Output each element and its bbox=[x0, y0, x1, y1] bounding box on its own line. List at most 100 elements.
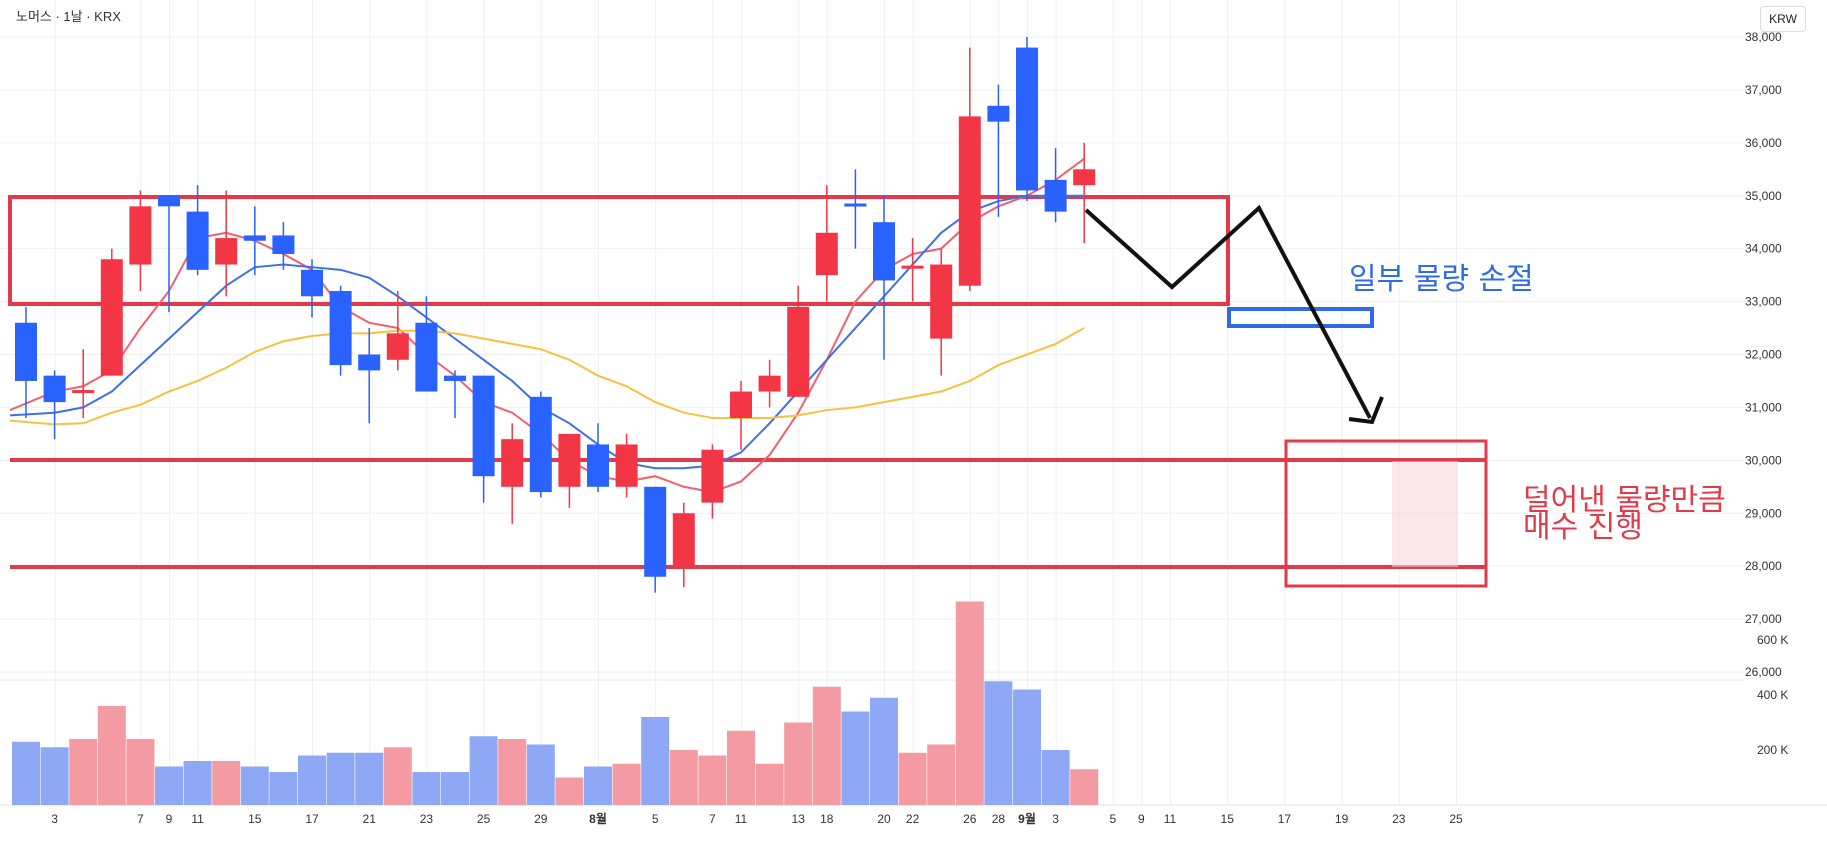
volume-tick-label: 600 K bbox=[1757, 633, 1788, 647]
volume-bar bbox=[126, 739, 155, 805]
price-tick-label: 38,000 bbox=[1745, 30, 1782, 44]
volume-bar bbox=[755, 763, 784, 805]
volume-bar bbox=[69, 739, 98, 805]
buy-zone-outer bbox=[1284, 439, 1488, 588]
volume-bar bbox=[355, 752, 384, 805]
volume-bar bbox=[1070, 769, 1099, 805]
price-tick-label: 29,000 bbox=[1745, 506, 1782, 520]
time-axis[interactable]: 3 7 9 11 15 17 21 23 25 29 8월 5 7 11 13 18 20 22 26 28 9월 3 5 9… bbox=[51, 811, 1463, 826]
zone-top-rect bbox=[8, 195, 1230, 306]
red-annotation-line1: 덜어낸 물량만큼 bbox=[1523, 483, 1726, 518]
grid-lines bbox=[0, 0, 1827, 806]
volume-bar bbox=[212, 761, 241, 805]
time-tick-label: 26 bbox=[963, 812, 977, 826]
volume-axis[interactable]: 200 K 400 K 600 K bbox=[1757, 633, 1788, 757]
candle-body bbox=[587, 444, 609, 487]
time-tick-label: 29 bbox=[534, 812, 548, 826]
time-tick-label: 11 bbox=[1164, 812, 1177, 826]
candles bbox=[15, 37, 1096, 593]
volume-bar bbox=[1041, 750, 1070, 805]
time-tick-label: 25 bbox=[477, 812, 491, 826]
candle-body bbox=[930, 264, 953, 339]
stop-loss-box bbox=[1227, 307, 1374, 328]
time-tick-label: 15 bbox=[1221, 812, 1235, 826]
volume-bars bbox=[12, 601, 1099, 805]
volume-bar bbox=[812, 686, 841, 805]
candle-body bbox=[72, 390, 95, 394]
price-axis[interactable]: 26,000 27,000 28,000 29,000 30,000 31,000 32,0… bbox=[1745, 30, 1782, 679]
time-tick-label: 5 bbox=[652, 812, 659, 826]
volume-bar bbox=[612, 763, 641, 805]
volume-bar bbox=[727, 730, 755, 805]
volume-bar bbox=[269, 772, 298, 805]
candle-body bbox=[1044, 179, 1067, 212]
time-tick-label: 21 bbox=[363, 812, 377, 826]
volume-bar bbox=[1013, 689, 1041, 805]
candle-body bbox=[301, 269, 323, 297]
time-tick-label: 17 bbox=[1278, 812, 1292, 826]
candle-body bbox=[15, 322, 37, 381]
candle-body bbox=[987, 105, 1010, 122]
volume-bar bbox=[97, 706, 126, 805]
blue-annotation-text: 일부 물량 손절 bbox=[1349, 262, 1534, 297]
currency-button[interactable]: KRW bbox=[1760, 6, 1806, 32]
price-tick-label: 28,000 bbox=[1745, 559, 1782, 573]
time-tick-label: 22 bbox=[906, 812, 920, 826]
volume-bar bbox=[927, 744, 956, 805]
time-tick-label: 28 bbox=[992, 812, 1006, 826]
buy-zone-inner bbox=[1392, 461, 1458, 567]
arrowhead bbox=[1348, 396, 1384, 425]
candle-body bbox=[415, 322, 438, 392]
candle-body bbox=[730, 391, 752, 418]
symbol-title[interactable]: 노머스 · 1날 · KRX bbox=[16, 9, 121, 24]
volume-bar bbox=[898, 752, 927, 805]
candle-body bbox=[158, 195, 180, 207]
volume-bar bbox=[784, 722, 813, 805]
candle-body bbox=[386, 333, 409, 360]
candle-body bbox=[844, 203, 867, 207]
time-tick-label: 8월 bbox=[589, 811, 607, 826]
volume-bar bbox=[955, 601, 984, 805]
time-tick-label: 20 bbox=[877, 812, 891, 826]
price-tick-label: 30,000 bbox=[1745, 453, 1782, 467]
time-tick-label: 13 bbox=[792, 812, 806, 826]
volume-bar bbox=[641, 717, 670, 805]
candle-body bbox=[43, 375, 66, 403]
candle-body bbox=[501, 439, 524, 487]
volume-bar bbox=[669, 750, 698, 805]
price-tick-label: 36,000 bbox=[1745, 136, 1782, 150]
price-tick-label: 27,000 bbox=[1745, 612, 1782, 626]
volume-bar bbox=[183, 761, 212, 805]
zone-boxes bbox=[8, 195, 1488, 588]
volume-bar bbox=[412, 772, 441, 805]
volume-tick-label: 200 K bbox=[1757, 743, 1788, 757]
time-tick-label: 9 bbox=[1138, 812, 1145, 826]
candle-body bbox=[129, 206, 152, 265]
volume-bar bbox=[555, 777, 584, 805]
volume-bar bbox=[498, 739, 527, 805]
volume-bar bbox=[698, 755, 727, 805]
candle-body bbox=[329, 291, 352, 366]
candle-body bbox=[644, 486, 667, 577]
time-tick-label: 18 bbox=[820, 812, 834, 826]
candle-body bbox=[1073, 169, 1096, 186]
volume-bar bbox=[441, 772, 469, 805]
forecast-arrow bbox=[1084, 204, 1384, 425]
time-tick-label: 25 bbox=[1449, 812, 1463, 826]
candle-body bbox=[472, 375, 495, 477]
volume-bar bbox=[526, 744, 555, 805]
candle-body bbox=[873, 222, 895, 281]
time-tick-label: 23 bbox=[420, 812, 434, 826]
time-tick-label: 7 bbox=[709, 812, 716, 826]
price-tick-label: 34,000 bbox=[1745, 242, 1782, 256]
candle-body bbox=[758, 375, 781, 392]
time-tick-label: 3 bbox=[51, 812, 58, 826]
volume-bar bbox=[870, 697, 898, 805]
volume-bar bbox=[326, 752, 355, 805]
candle-body bbox=[215, 238, 238, 265]
time-tick-label: 11 bbox=[191, 812, 204, 826]
volume-bar bbox=[584, 766, 612, 805]
candle-body bbox=[243, 235, 266, 241]
candle-body bbox=[901, 265, 924, 269]
